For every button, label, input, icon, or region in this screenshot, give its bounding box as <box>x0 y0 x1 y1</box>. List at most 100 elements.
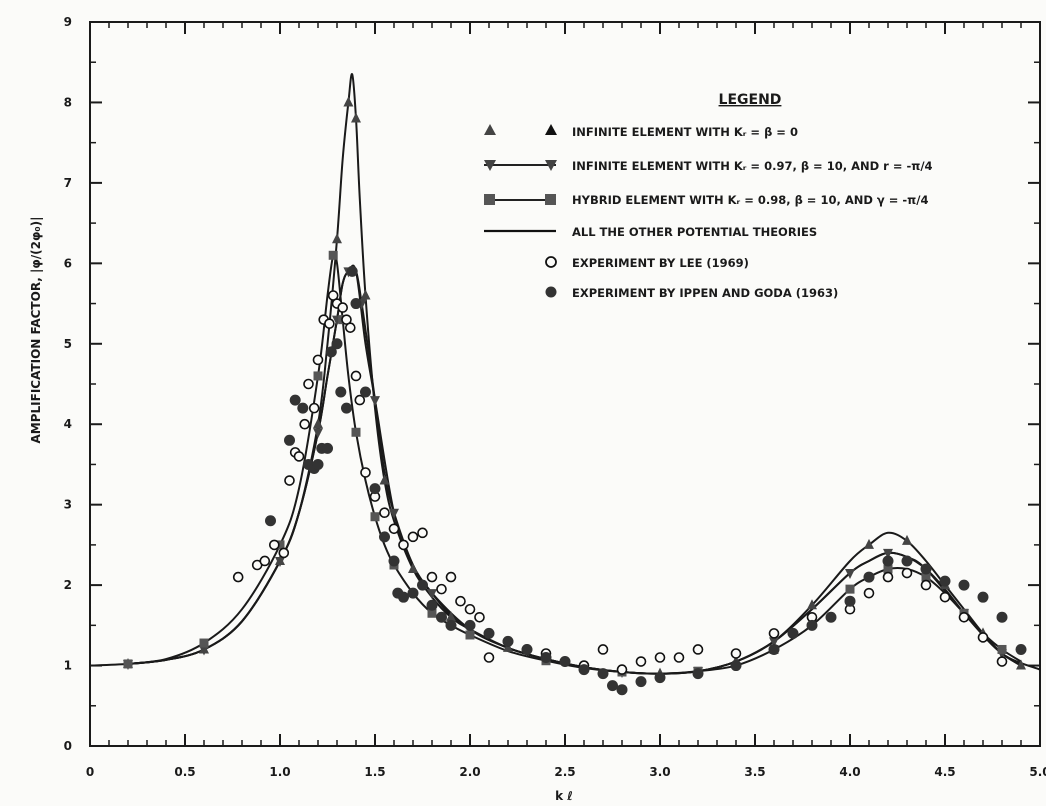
data-point-triangle-down <box>275 556 285 567</box>
x-tick-label: 0.5 <box>174 765 195 779</box>
y-tick-label: 4 <box>64 417 72 431</box>
x-tick-label: 0 <box>86 765 94 779</box>
legend-label-4: ALL THE OTHER POTENTIAL THEORIES <box>572 225 817 239</box>
data-point-lee <box>692 644 704 655</box>
plot-area <box>89 21 1041 747</box>
y-tick-label: 6 <box>64 256 72 270</box>
legend-triangle-up-icon <box>545 124 557 135</box>
data-point-ippen-goda <box>939 575 951 587</box>
data-point-lee <box>379 507 390 519</box>
data-point-ippen-goda <box>977 591 989 603</box>
x-tick-label: 4.0 <box>839 765 860 779</box>
data-point-ippen-goda <box>607 680 618 692</box>
data-point-lee <box>337 302 349 313</box>
data-point-lee <box>730 648 742 659</box>
data-point-lee <box>455 595 466 607</box>
y-tick-label: 1 <box>64 659 72 673</box>
data-point-lee <box>312 354 324 366</box>
data-point-ippen-goda <box>265 515 276 527</box>
data-point-ippen-goda <box>426 599 438 611</box>
data-point-triangle-down <box>883 548 893 559</box>
data-point-ippen-goda <box>331 338 343 350</box>
data-point-ippen-goda <box>379 531 390 543</box>
data-point-ippen-goda <box>654 672 666 684</box>
y-tick-label: 8 <box>64 95 72 109</box>
data-point-lee <box>464 603 476 615</box>
data-point-ippen-goda <box>346 265 358 277</box>
data-point-ippen-goda <box>398 591 409 603</box>
x-tick-label: 3.0 <box>649 765 670 779</box>
data-point-lee <box>977 632 989 643</box>
legend-title: LEGEND <box>719 92 782 108</box>
data-point-triangle-down <box>389 508 399 519</box>
data-point-lee <box>882 571 894 583</box>
data-point-ippen-goda <box>325 346 337 358</box>
y-tick-label: 0 <box>64 739 72 753</box>
data-point-triangle-down <box>769 637 779 648</box>
data-point-lee <box>597 644 609 655</box>
curve-infinite-element-zero <box>127 73 1022 675</box>
data-point-ippen-goda <box>502 635 514 647</box>
data-point-triangle-up <box>313 418 323 429</box>
data-point-ippen-goda <box>1015 643 1027 655</box>
y-tick-label: 5 <box>64 337 72 351</box>
data-point-lee <box>388 523 400 535</box>
data-point-ippen-goda <box>958 579 970 591</box>
data-point-lee <box>268 539 280 551</box>
markers <box>123 96 1027 696</box>
data-point-lee <box>996 656 1008 667</box>
data-point-triangle-down <box>370 396 380 407</box>
data-point-triangle-up <box>343 96 354 107</box>
y-axis-title: AMPLIFICATION FACTOR, |φ/(2φ₀)| <box>29 216 43 443</box>
data-point-triangle-up <box>807 599 817 610</box>
data-point-ippen-goda <box>312 458 324 470</box>
data-point-triangle-up <box>351 112 361 123</box>
data-point-ippen-goda <box>635 676 647 688</box>
data-point-triangle-up <box>332 233 342 244</box>
data-point-lee <box>299 418 311 430</box>
data-point-lee <box>398 539 409 551</box>
data-point-square <box>845 584 855 594</box>
data-point-ippen-goda <box>297 402 309 414</box>
data-point-lee <box>920 579 932 591</box>
data-point-lee <box>483 652 495 663</box>
data-point-ippen-goda <box>597 668 609 680</box>
data-point-square <box>427 608 437 618</box>
data-point-lee <box>958 611 970 623</box>
data-point-lee <box>474 611 485 623</box>
y-tick-label: 2 <box>64 578 72 592</box>
data-point-triangle-up <box>446 611 456 622</box>
x-tick-label: 1.0 <box>269 765 290 779</box>
data-point-lee <box>360 467 371 478</box>
data-point-ippen-goda <box>920 563 932 575</box>
data-point-lee <box>344 322 356 333</box>
data-point-lee <box>308 402 320 414</box>
data-point-ippen-goda <box>483 627 495 639</box>
data-point-ippen-goda <box>996 611 1008 623</box>
legend-entry-infinite-element-097: INFINITE ELEMENT WITH Kᵣ = 0.97, β = 10,… <box>484 159 933 173</box>
data-point-ippen-goda <box>692 668 704 680</box>
legend-entry-infinite-element-zero: INFINITE ELEMENT WITH Kᵣ = β = 0 <box>484 124 798 139</box>
data-point-ippen-goda <box>407 587 419 599</box>
data-point-lee <box>654 652 666 663</box>
y-tick-label: 7 <box>64 176 72 190</box>
data-point-lee <box>901 567 913 579</box>
data-point-square <box>328 250 338 260</box>
x-tick-label: 4.5 <box>934 765 955 779</box>
data-point-ippen-goda <box>825 611 837 623</box>
data-point-lee <box>445 571 457 583</box>
legend-entry-ippen-goda: EXPERIMENT BY IPPEN AND GODA (1963) <box>545 286 838 300</box>
legend-triangle-down-icon <box>484 160 496 171</box>
legend-square-icon <box>484 194 495 205</box>
data-point-ippen-goda <box>388 555 400 567</box>
y-tick-label: 9 <box>64 15 72 29</box>
legend-triangle-down-icon-2 <box>545 160 557 171</box>
data-point-ippen-goda <box>464 619 476 631</box>
data-point-ippen-goda <box>863 571 875 583</box>
data-point-square <box>883 564 893 574</box>
x-tick-label: 2.0 <box>459 765 480 779</box>
legend-label-5: EXPERIMENT BY LEE (1969) <box>572 256 749 270</box>
data-point-triangle-down <box>845 569 855 580</box>
